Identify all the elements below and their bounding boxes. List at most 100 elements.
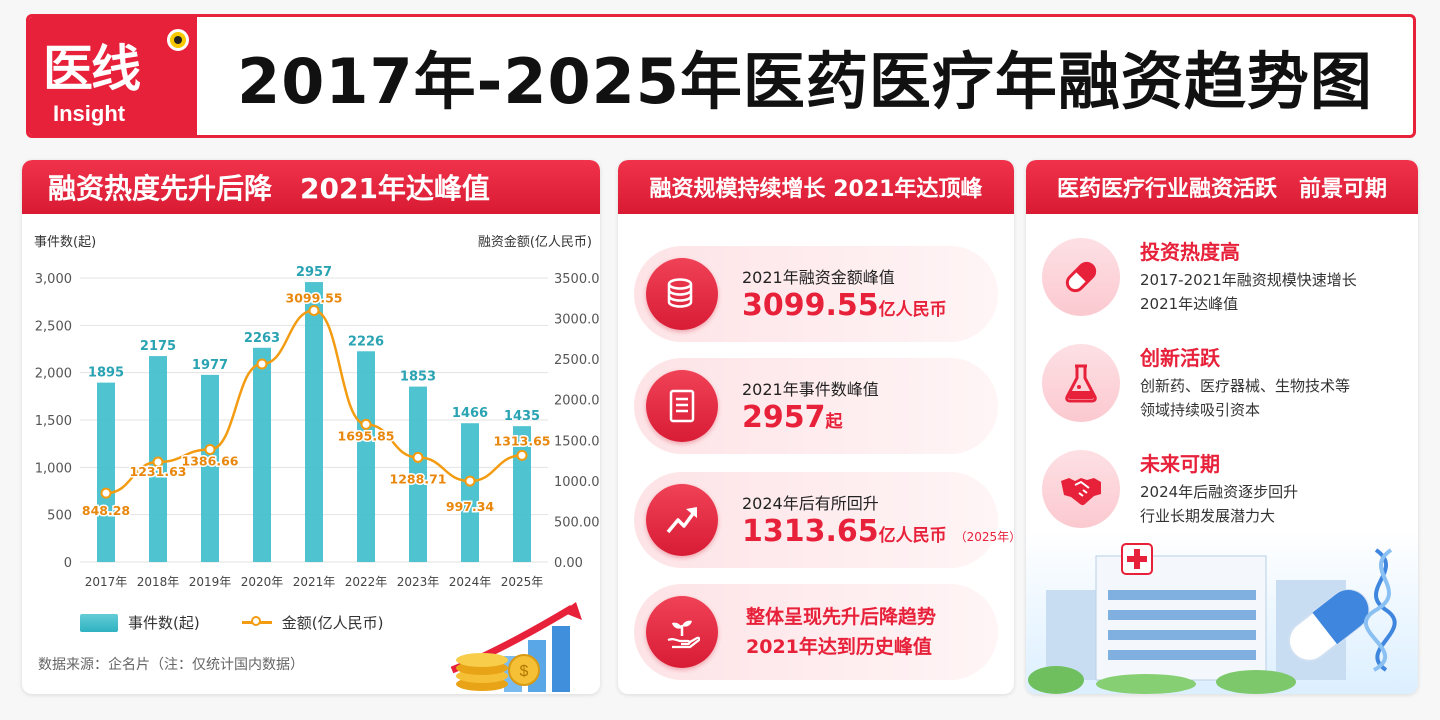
bar bbox=[409, 386, 427, 562]
y2-tick-label: 1500.00 bbox=[554, 434, 600, 449]
line-point bbox=[516, 449, 528, 461]
line-value-label: 1695.85 bbox=[338, 428, 395, 443]
stat-card-peak-events: 2021年事件数峰值 2957起 bbox=[634, 358, 998, 454]
flask-icon bbox=[1042, 344, 1120, 422]
y2-tick-label: 3500.00 bbox=[554, 272, 600, 287]
y-tick-label: 2,000 bbox=[35, 367, 72, 382]
legend-line-label: 金额(亿人民币) bbox=[281, 614, 384, 632]
chart-legend: 事件数(起) 金额(亿人民币) bbox=[80, 612, 383, 633]
x-tick-label: 2022年 bbox=[345, 575, 388, 589]
bar bbox=[97, 382, 115, 562]
y-tick-label: 1,500 bbox=[35, 414, 72, 429]
stat-value: 3099.55亿人民币 bbox=[742, 288, 947, 323]
summary-line-2: 2021年达到历史峰值 bbox=[746, 636, 932, 658]
y2-tick-label: 1000.00 bbox=[554, 475, 600, 490]
stat-value: 1313.65亿人民币（2025年） bbox=[742, 514, 1014, 549]
stat-card-peak-amount: 2021年融资金额峰值 3099.55亿人民币 bbox=[634, 246, 998, 342]
line-value-label: 997.34 bbox=[446, 499, 495, 514]
line-point bbox=[204, 443, 216, 455]
outlook-title: 投资热度高 bbox=[1140, 240, 1240, 264]
funding-chart: 事件数(起) 融资金额(亿人民币) 0 500 1,000 1,500 2,000 2,500… bbox=[34, 234, 600, 589]
handshake-icon bbox=[1042, 450, 1120, 528]
y-tick-label: 500 bbox=[47, 509, 72, 524]
outlook-panel-heading: 医药医疗行业融资活跃 前景可期 bbox=[1026, 160, 1418, 214]
bar-value-label: 2263 bbox=[244, 331, 280, 346]
line-point bbox=[360, 418, 372, 430]
line-value-label: 848.28 bbox=[82, 503, 130, 518]
line-point bbox=[256, 358, 268, 370]
x-tick-label: 2024年 bbox=[449, 575, 492, 589]
x-tick-label: 2020年 bbox=[241, 575, 284, 589]
y2-axis-title: 融资金额(亿人民币) bbox=[478, 234, 592, 250]
line-value-label: 3099.55 bbox=[286, 290, 343, 305]
line-point bbox=[152, 456, 164, 468]
outlook-panel: 医药医疗行业融资活跃 前景可期 投资热度高 2017-2021年融资规模快速增长… bbox=[1026, 160, 1418, 694]
line-value-label: 1313.65 bbox=[494, 433, 551, 448]
bar-value-label: 1977 bbox=[192, 358, 228, 373]
logo-en-text: Insight bbox=[53, 101, 126, 126]
bar-value-label: 1466 bbox=[452, 406, 488, 421]
summary-text: 整体呈现先升后降趋势 2021年达到历史峰值 bbox=[746, 602, 936, 662]
line-point bbox=[464, 475, 476, 487]
coins-growth-illustration: $ bbox=[450, 602, 582, 692]
y2-tick-label: 2500.00 bbox=[554, 353, 600, 368]
bar-value-label: 1435 bbox=[504, 409, 540, 424]
x-tick-label: 2021年 bbox=[293, 575, 336, 589]
logo: 医线 Insight bbox=[29, 17, 197, 135]
bar bbox=[513, 426, 531, 562]
outlook-item-future: 未来可期 2024年后融资逐步回升 行业长期发展潜力大 bbox=[1042, 442, 1404, 538]
bar bbox=[201, 374, 219, 562]
bar bbox=[461, 423, 479, 562]
coins-icon bbox=[646, 258, 718, 330]
capsule-icon bbox=[1042, 238, 1120, 316]
outlook-desc: 2017-2021年融资规模快速增长 2021年达峰值 bbox=[1140, 271, 1357, 313]
stat-value: 2957起 bbox=[742, 400, 843, 435]
summary-line-1: 整体呈现先升后降趋势 bbox=[746, 606, 937, 628]
scale-panel-heading: 融资规模持续增长 2021年达顶峰 bbox=[618, 160, 1014, 214]
line-point bbox=[100, 487, 112, 499]
bar bbox=[305, 282, 323, 562]
plant-hand-icon bbox=[646, 596, 718, 668]
x-tick-label: 2019年 bbox=[189, 575, 232, 589]
y2-tick-label: 500.00 bbox=[554, 515, 600, 530]
summary-card: 整体呈现先升后降趋势 2021年达到历史峰值 bbox=[634, 584, 998, 680]
bar-value-label: 2175 bbox=[140, 339, 176, 354]
x-tick-label: 2018年 bbox=[137, 575, 180, 589]
stat-label: 2024年后有所回升 bbox=[742, 494, 879, 513]
line-value-label: 1386.66 bbox=[182, 453, 239, 468]
outlook-title: 未来可期 bbox=[1140, 452, 1220, 476]
hospital-illustration bbox=[1026, 530, 1418, 694]
outlook-item-innovation: 创新活跃 创新药、医疗器械、生物技术等 领域持续吸引资本 bbox=[1042, 336, 1404, 432]
chart-panel: 融资热度先升后降 2021年达峰值 事件数(起) 融资金额(亿人民币) 0 500 1,… bbox=[22, 160, 600, 694]
stat-card-rebound: 2024年后有所回升 1313.65亿人民币（2025年） bbox=[634, 472, 1014, 568]
y-tick-label: 2,500 bbox=[35, 319, 72, 334]
y-tick-label: 3,000 bbox=[35, 272, 72, 287]
logo-eye-icon bbox=[167, 29, 189, 51]
page-title: 2017年-2025年医药医疗年融资趋势图 bbox=[237, 45, 1373, 118]
trend-up-icon bbox=[646, 484, 718, 556]
svg-text:$: $ bbox=[520, 663, 529, 680]
x-tick-label: 2025年 bbox=[501, 575, 544, 589]
y2-tick-label: 0.00 bbox=[554, 556, 583, 571]
outlook-title: 创新活跃 bbox=[1140, 346, 1220, 370]
stat-label: 2021年融资金额峰值 bbox=[742, 268, 895, 287]
data-source-note: 数据来源：企名片（注：仅统计国内数据） bbox=[38, 657, 304, 673]
document-icon bbox=[646, 370, 718, 442]
outlook-desc: 2024年后融资逐步回升 行业长期发展潜力大 bbox=[1140, 483, 1299, 525]
line-point bbox=[308, 304, 320, 316]
outlook-item-investment: 投资热度高 2017-2021年融资规模快速增长 2021年达峰值 bbox=[1042, 230, 1404, 326]
x-tick-label: 2017年 bbox=[85, 575, 128, 589]
bar bbox=[357, 351, 375, 562]
bar-value-label: 2957 bbox=[296, 265, 332, 280]
line-value-label: 1231.63 bbox=[130, 464, 187, 479]
outlook-desc: 创新药、医疗器械、生物技术等 领域持续吸引资本 bbox=[1140, 377, 1351, 419]
header-banner: 医线 Insight 2017年-2025年医药医疗年融资趋势图 bbox=[26, 14, 1416, 138]
y2-tick-label: 2000.00 bbox=[554, 394, 600, 409]
scale-panel: 融资规模持续增长 2021年达顶峰 2021年融资金额峰值 3099.55亿人民… bbox=[618, 160, 1014, 694]
bar-value-label: 1895 bbox=[88, 366, 124, 381]
chart-panel-heading: 融资热度先升后降 2021年达峰值 bbox=[22, 160, 600, 214]
x-tick-label: 2023年 bbox=[397, 575, 440, 589]
legend-line-swatch bbox=[241, 616, 272, 626]
y2-tick-label: 3000.00 bbox=[554, 313, 600, 328]
line-point bbox=[412, 451, 424, 463]
